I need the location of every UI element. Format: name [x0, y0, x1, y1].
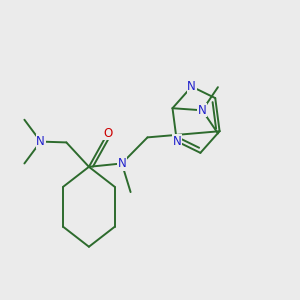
Text: N: N: [117, 157, 126, 170]
Text: N: N: [187, 80, 196, 93]
Text: N: N: [198, 104, 207, 117]
Text: N: N: [36, 135, 45, 148]
Text: O: O: [103, 127, 112, 140]
Text: N: N: [172, 135, 181, 148]
